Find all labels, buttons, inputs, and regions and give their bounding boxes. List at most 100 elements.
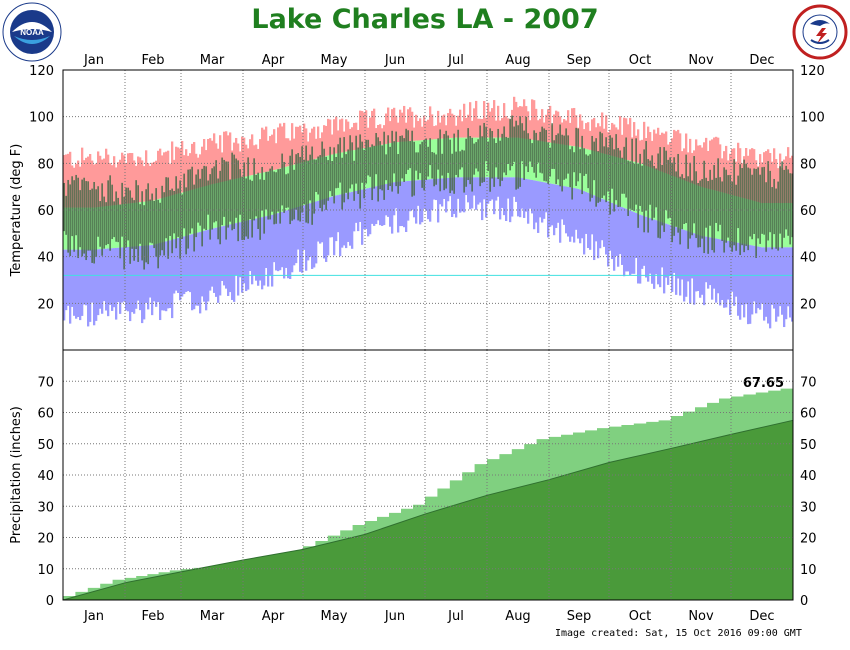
record-high-bar [381, 128, 384, 145]
record-high-bar [139, 157, 142, 203]
record-low-bar [131, 246, 134, 313]
record-low-bar [209, 229, 212, 291]
record-low-bar [431, 179, 434, 210]
record-low-bar [731, 241, 734, 292]
record-high-bar [293, 138, 296, 165]
record-high-bar [385, 113, 388, 145]
record-high-bar [387, 107, 390, 144]
actual-temp-bar [509, 118, 511, 171]
actual-temp-bar [255, 174, 257, 217]
actual-temp-bar [363, 149, 365, 199]
record-low-bar [725, 240, 728, 308]
actual-temp-bar [289, 155, 291, 225]
actual-temp-bar [537, 140, 539, 163]
record-high-bar [643, 121, 646, 165]
actual-temp-bar [99, 201, 101, 247]
record-low-bar [301, 205, 304, 273]
record-high-bar [407, 109, 410, 142]
actual-temp-bar [353, 160, 355, 201]
record-high-bar [719, 144, 722, 192]
actual-temp-bar [499, 140, 501, 187]
record-low-bar [183, 236, 186, 295]
actual-temp-bar [265, 171, 267, 210]
record-high-bar [161, 155, 164, 199]
record-high-bar [133, 160, 136, 203]
record-high-bar [179, 148, 182, 194]
record-low-bar [687, 231, 690, 282]
record-high-bar [655, 133, 658, 170]
actual-temp-bar [157, 199, 159, 269]
actual-temp-bar [189, 169, 191, 234]
temp-tick-label-left: 120 [29, 64, 54, 79]
record-low-bar [451, 177, 454, 218]
record-high-bar [151, 162, 154, 201]
record-low-bar [91, 249, 94, 303]
record-low-bar [481, 177, 484, 221]
record-high-bar [435, 125, 438, 140]
record-high-bar [681, 151, 684, 180]
actual-temp-bar [175, 176, 177, 249]
actual-temp-bar [583, 148, 585, 176]
actual-temp-bar [147, 183, 149, 265]
record-high-bar [443, 114, 446, 139]
record-high-bar [327, 118, 330, 156]
record-high-bar [667, 144, 670, 175]
record-low-bar [229, 224, 232, 293]
record-low-bar [377, 185, 380, 221]
record-low-bar [483, 177, 486, 200]
actual-temp-bar [693, 156, 695, 224]
month-label-top: Feb [141, 53, 164, 68]
month-label-top: Sep [567, 53, 592, 68]
record-high-bar [279, 123, 282, 169]
actual-temp-bar [397, 154, 399, 194]
record-low-bar [149, 245, 152, 298]
record-high-bar [169, 163, 172, 196]
actual-temp-bar [89, 189, 91, 251]
actual-temp-bar [401, 135, 403, 179]
record-low-bar [73, 249, 76, 316]
record-high-bar [65, 154, 68, 208]
noaa-logo-text: NOAA [20, 28, 44, 37]
record-high-bar [379, 124, 382, 146]
record-low-bar [445, 178, 448, 213]
actual-temp-bar [139, 204, 141, 244]
record-low-bar [327, 197, 330, 256]
record-high-bar [275, 143, 278, 170]
actual-temp-bar [729, 174, 731, 248]
record-high-bar [541, 109, 544, 142]
actual-temp-bar [223, 159, 225, 217]
record-high-bar [243, 137, 246, 177]
actual-temp-bar [159, 202, 161, 256]
record-low-bar [251, 219, 254, 285]
record-low-bar [737, 242, 740, 316]
actual-temp-bar [447, 135, 449, 173]
record-high-bar [257, 148, 260, 174]
record-low-bar [147, 245, 150, 310]
record-high-bar [303, 123, 306, 163]
actual-temp-bar [763, 166, 765, 235]
actual-temp-bar [571, 146, 573, 200]
record-high-bar [605, 115, 608, 155]
record-high-bar [281, 126, 284, 168]
record-low-bar [717, 238, 720, 294]
record-high-bar [501, 118, 504, 138]
record-high-bar [567, 110, 570, 146]
record-low-bar [509, 177, 512, 223]
record-high-bar [227, 135, 230, 181]
actual-temp-bar [91, 188, 93, 263]
actual-temp-bar [573, 152, 575, 173]
record-high-bar [619, 116, 622, 158]
record-high-bar [433, 126, 436, 140]
actual-temp-bar [131, 197, 133, 249]
actual-temp-bar [225, 161, 227, 240]
actual-temp-bar [575, 127, 577, 186]
record-low-bar [543, 182, 546, 219]
actual-temp-bar [227, 161, 229, 228]
record-low-bar [159, 243, 162, 321]
record-high-bar [771, 161, 774, 203]
record-low-bar [257, 218, 260, 286]
record-low-bar [361, 189, 364, 245]
actual-temp-bar [183, 173, 185, 229]
record-low-bar [307, 203, 310, 261]
